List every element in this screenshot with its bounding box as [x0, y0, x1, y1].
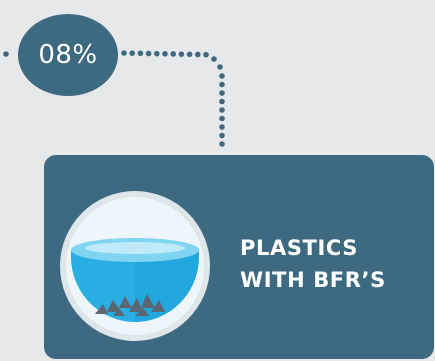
connector-dot	[219, 98, 225, 105]
percentage-badge: 08%	[18, 14, 118, 96]
connector-dot	[219, 73, 225, 79]
connector-dot	[219, 115, 225, 122]
connector-dot	[219, 107, 225, 113]
connector-dot	[121, 50, 127, 56]
connector-dot	[219, 90, 225, 96]
connector-dot	[211, 56, 217, 62]
category-label-line-2: WITH BFR’S	[240, 268, 386, 292]
connector-dot	[170, 51, 176, 57]
dotted-connector	[3, 50, 225, 147]
connector-dot	[3, 51, 9, 57]
connector-dot	[145, 50, 152, 57]
connector-dot	[219, 124, 225, 130]
category-label-line-1: PLASTICS	[240, 236, 359, 260]
connector-dot	[186, 51, 193, 58]
connector-dot	[203, 51, 209, 58]
connector-dot	[129, 50, 135, 56]
connector-dot	[195, 51, 201, 58]
connector-dot	[219, 81, 225, 88]
connector-dot	[137, 50, 144, 57]
bowl-of-water-with-particles-icon	[60, 191, 210, 341]
connector-dot	[219, 132, 225, 139]
connector-dot	[154, 50, 160, 57]
percentage-value: 08%	[38, 40, 98, 70]
connector-dot	[178, 51, 185, 57]
connector-dot	[217, 64, 223, 70]
connector-dot	[219, 141, 225, 147]
category-label: PLASTICS WITH BFR’S	[240, 232, 386, 296]
connector-dot	[162, 51, 168, 57]
